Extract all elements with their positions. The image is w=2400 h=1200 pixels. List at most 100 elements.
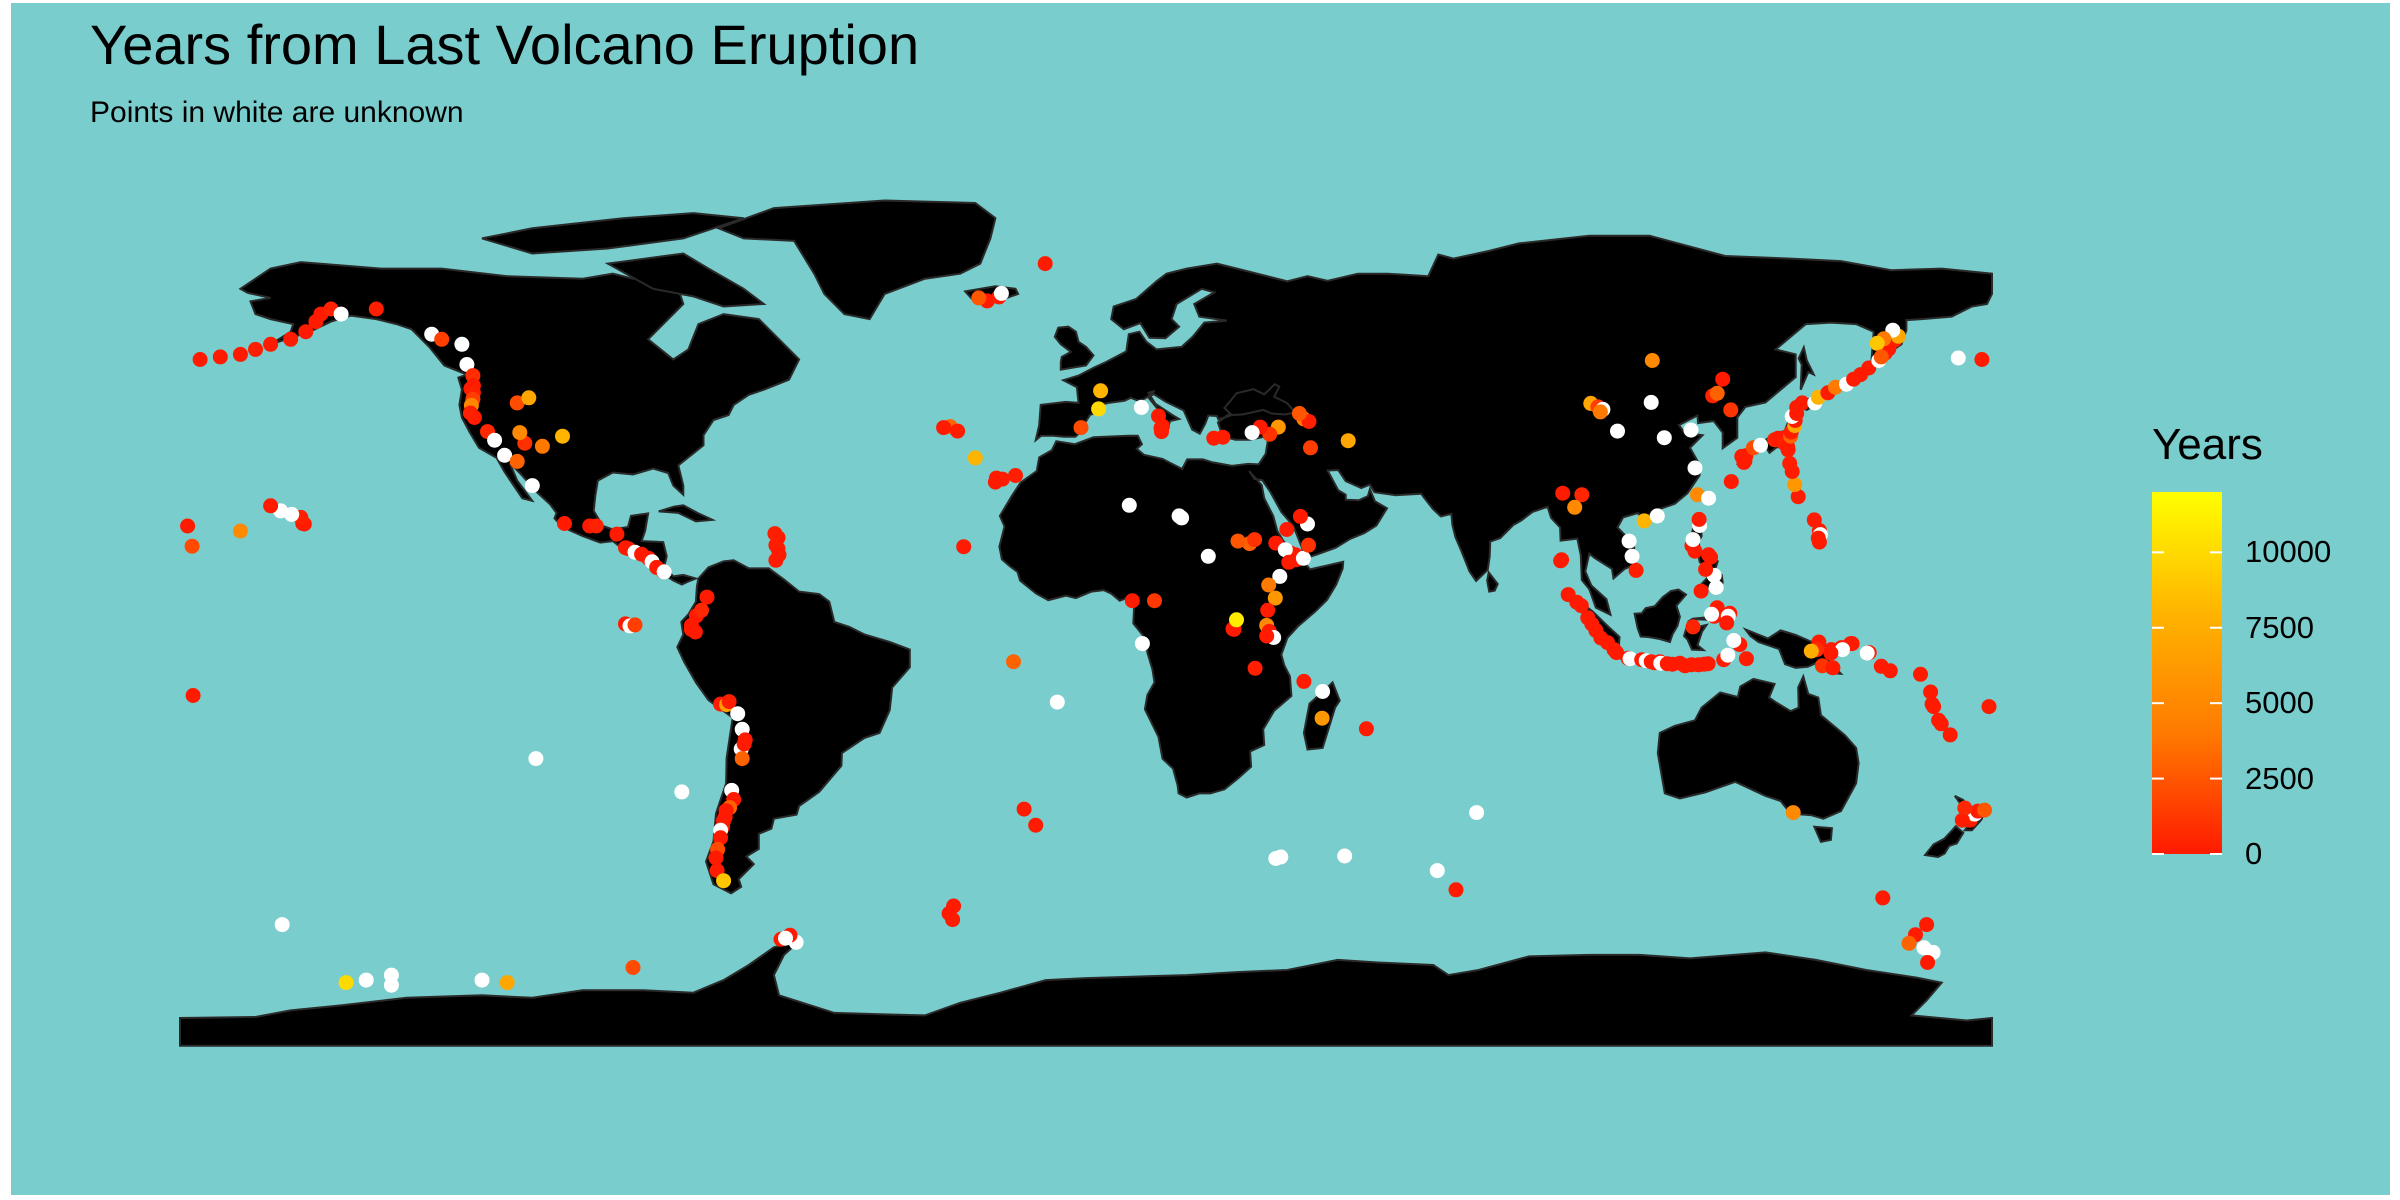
volcano-point — [1974, 352, 1990, 367]
volcano-point — [1215, 429, 1231, 445]
volcano-point — [1738, 651, 1754, 667]
volcano-point — [734, 751, 750, 767]
chart-title: Years from Last Volcano Eruption — [90, 13, 920, 76]
volcano-point — [298, 324, 314, 340]
volcano-point — [1291, 406, 1307, 421]
volcano-point — [358, 972, 374, 988]
volcano-point — [1610, 423, 1625, 439]
volcano-point — [1691, 511, 1707, 527]
volcano-point — [1923, 684, 1939, 700]
volcano-point — [1859, 645, 1875, 661]
volcano-point — [184, 538, 200, 554]
volcano-point — [1277, 542, 1293, 558]
volcano-point — [1873, 349, 1889, 365]
volcano-point — [1656, 430, 1672, 446]
legend-tick-label: 0 — [2245, 836, 2263, 871]
volcano-point — [1296, 673, 1312, 689]
landmass-23 — [1923, 824, 1965, 859]
volcano-point — [1574, 487, 1590, 503]
volcano-point — [383, 977, 399, 993]
landmass-24 — [179, 940, 1993, 1047]
volcano-point — [1790, 489, 1806, 505]
volcano-point — [713, 830, 729, 846]
volcano-point — [557, 516, 572, 531]
volcano-point — [368, 301, 384, 317]
volcano-point — [1683, 422, 1699, 438]
volcano-point — [967, 450, 983, 466]
landmass-11 — [1812, 825, 1833, 844]
landmass-21 — [1486, 570, 1499, 593]
legend-ticks — [2152, 551, 2222, 855]
volcano-point — [1340, 433, 1356, 449]
volcano-point — [1715, 371, 1731, 387]
volcano-point — [1272, 568, 1288, 584]
volcano-point — [1685, 619, 1701, 635]
volcano-point — [656, 564, 672, 580]
legend-tick-label: 7500 — [2245, 609, 2314, 645]
volcano-point — [1933, 716, 1949, 732]
volcano-point — [1737, 453, 1753, 469]
volcano-point — [971, 290, 987, 306]
volcano-point — [1698, 561, 1714, 577]
volcano-point — [674, 784, 690, 800]
volcano-point — [192, 352, 208, 367]
volcano-point — [283, 331, 299, 347]
volcano-point — [1553, 553, 1569, 569]
landmass-4 — [658, 504, 717, 523]
volcano-point — [1121, 497, 1137, 513]
landmass-2 — [604, 252, 767, 308]
volcano-point — [528, 751, 544, 767]
legend-colorbar — [2152, 492, 2222, 854]
volcano-point — [1229, 612, 1244, 628]
volcano-point — [263, 336, 279, 352]
volcano-point — [232, 523, 248, 539]
volcano-point — [627, 617, 643, 633]
volcano-point — [1314, 710, 1330, 726]
volcano-point — [1811, 534, 1827, 550]
volcano-point — [454, 336, 470, 352]
volcano-points — [180, 256, 1997, 993]
volcano-point — [434, 331, 450, 347]
volcano-point — [474, 972, 490, 988]
volcano-point — [1636, 513, 1652, 529]
volcano-point — [1008, 468, 1023, 483]
volcano-point — [509, 453, 525, 469]
volcano-point — [1337, 848, 1353, 864]
volcano-point — [1950, 350, 1966, 366]
volcano-point — [459, 357, 475, 372]
volcano-point — [1723, 474, 1739, 490]
volcano-point — [1981, 699, 1997, 715]
landmass-7 — [1053, 325, 1095, 371]
volcano-point — [1954, 812, 1970, 828]
volcano-point — [1825, 660, 1841, 676]
volcano-point — [333, 306, 349, 322]
volcano-point — [1230, 533, 1246, 549]
volcano-point — [1919, 917, 1935, 933]
volcano-point — [1726, 633, 1742, 648]
volcano-point — [1719, 615, 1735, 631]
volcano-point — [185, 688, 201, 703]
volcano-point — [263, 498, 279, 514]
landmass-15 — [1633, 588, 1688, 644]
volcano-point — [1609, 645, 1624, 661]
volcano-point — [1358, 721, 1374, 737]
volcano-point — [609, 526, 625, 542]
volcano-point — [1703, 549, 1719, 565]
volcano-point — [1643, 394, 1659, 410]
volcano-point — [721, 694, 737, 710]
volcano-point — [1704, 606, 1720, 622]
volcano-point — [687, 624, 703, 640]
volcano-point — [1882, 663, 1898, 679]
volcano-point — [1644, 353, 1660, 368]
volcano-point — [487, 432, 503, 448]
volcano-point — [1124, 593, 1140, 609]
volcano-point — [1133, 399, 1149, 415]
volcano-point — [778, 930, 793, 946]
volcano-point — [694, 602, 709, 618]
volcano-point — [1823, 645, 1839, 661]
landmass-5 — [676, 559, 911, 895]
volcano-point — [1303, 440, 1318, 456]
volcano-point — [1926, 699, 1942, 715]
landmass-20 — [1797, 344, 1816, 391]
